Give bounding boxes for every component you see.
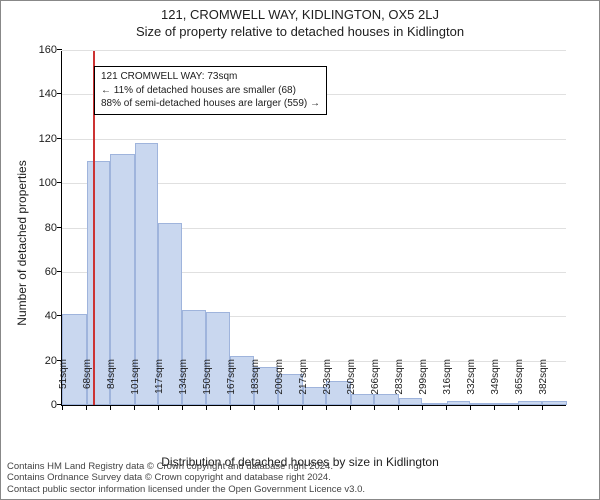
plot-area: 02040608010012014016051sqm68sqm84sqm101s… <box>61 51 566 406</box>
x-tick-label: 200sqm <box>274 359 285 409</box>
x-tick-label: 150sqm <box>202 359 213 409</box>
y-tick-label: 60 <box>45 266 62 278</box>
x-tick-label: 266sqm <box>370 359 381 409</box>
x-tick-label: 183sqm <box>250 359 261 409</box>
chart-container: 121, CROMWELL WAY, KIDLINGTON, OX5 2LJ S… <box>0 0 600 500</box>
x-tick-label: 84sqm <box>106 359 117 409</box>
x-tick-label: 51sqm <box>58 359 69 409</box>
footer-line: Contains HM Land Registry data © Crown c… <box>7 461 365 472</box>
x-tick-label: 233sqm <box>322 359 333 409</box>
callout-line: ← 11% of detached houses are smaller (68… <box>101 84 320 98</box>
title-subtitle: Size of property relative to detached ho… <box>1 24 599 41</box>
gridline <box>62 139 566 140</box>
y-tick-label: 100 <box>39 177 62 189</box>
y-tick-label: 40 <box>45 310 62 322</box>
y-tick-label: 160 <box>39 44 62 56</box>
x-tick-label: 117sqm <box>154 359 165 409</box>
callout-line: 88% of semi-detached houses are larger (… <box>101 97 320 111</box>
x-tick-label: 316sqm <box>442 359 453 409</box>
attribution-footer: Contains HM Land Registry data © Crown c… <box>7 461 365 495</box>
title-block: 121, CROMWELL WAY, KIDLINGTON, OX5 2LJ S… <box>1 1 599 41</box>
chart-area: 02040608010012014016051sqm68sqm84sqm101s… <box>61 51 566 406</box>
x-tick-label: 217sqm <box>298 359 309 409</box>
gridline <box>62 50 566 51</box>
callout-line: 121 CROMWELL WAY: 73sqm <box>101 70 320 84</box>
x-tick-label: 365sqm <box>514 359 525 409</box>
x-tick-label: 283sqm <box>394 359 405 409</box>
y-tick-label: 80 <box>45 222 62 234</box>
x-tick-label: 68sqm <box>82 359 93 409</box>
footer-line: Contains Ordnance Survey data © Crown co… <box>7 472 365 483</box>
x-tick-label: 332sqm <box>466 359 477 409</box>
y-tick-label: 140 <box>39 88 62 100</box>
x-tick-label: 349sqm <box>490 359 501 409</box>
x-tick-label: 299sqm <box>418 359 429 409</box>
x-tick-label: 250sqm <box>346 359 357 409</box>
y-tick-label: 120 <box>39 133 62 145</box>
x-tick-label: 134sqm <box>178 359 189 409</box>
footer-line: Contact public sector information licens… <box>7 484 365 495</box>
x-tick-label: 382sqm <box>538 359 549 409</box>
x-tick-label: 167sqm <box>226 359 237 409</box>
x-tick-label: 101sqm <box>130 359 141 409</box>
property-callout: 121 CROMWELL WAY: 73sqm← 11% of detached… <box>94 66 327 115</box>
y-axis-label: Number of detached properties <box>15 78 29 243</box>
title-address: 121, CROMWELL WAY, KIDLINGTON, OX5 2LJ <box>1 7 599 24</box>
